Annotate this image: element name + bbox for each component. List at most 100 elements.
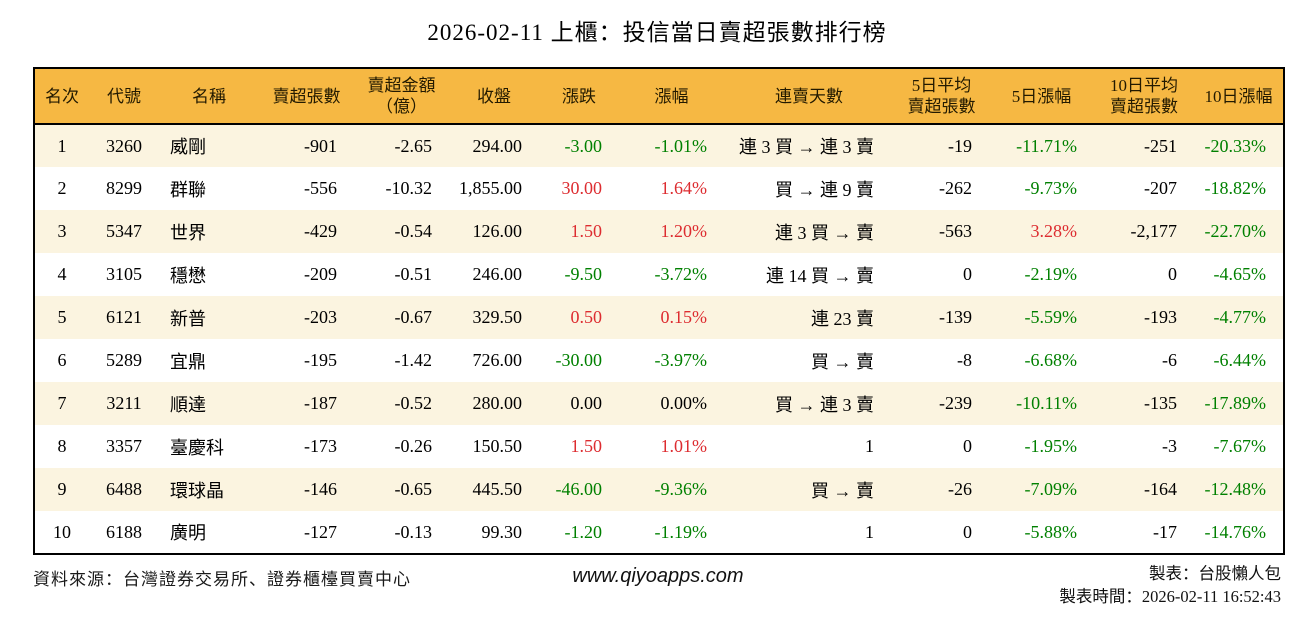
cell-close: 294.00: [472, 135, 523, 156]
cell-name: 順達: [170, 394, 206, 415]
cell-close: 726.00: [472, 350, 523, 370]
cell-net-sell-volume: -187: [304, 393, 337, 413]
cell-avg5-net-sell: -262: [939, 178, 972, 198]
cell-change-pct: 1.20%: [660, 221, 708, 241]
cell-avg5-net-sell: -26: [948, 479, 972, 499]
cell-pct5: -5.59%: [1024, 307, 1078, 327]
cell-pct10: -4.65%: [1213, 264, 1267, 284]
cell-pct5: -9.73%: [1024, 178, 1078, 198]
cell-rank: 10: [53, 521, 71, 542]
header-pct10: 10日漲幅: [1194, 68, 1284, 125]
cell-rank: 5: [57, 307, 67, 327]
cell-pct10: -4.77%: [1213, 307, 1267, 327]
cell-avg10-net-sell: -17: [1153, 521, 1177, 542]
cell-avg10-net-sell: -193: [1144, 307, 1177, 327]
cell-avg5-net-sell: 0: [963, 264, 972, 284]
cell-change: 30.00: [561, 178, 603, 198]
cell-change: 1.50: [570, 436, 603, 456]
cell-pct10: -17.89%: [1204, 393, 1267, 413]
cell-code: 5347: [106, 221, 142, 241]
cell-close: 280.00: [472, 393, 523, 413]
cell-change-pct: -1.01%: [654, 135, 708, 156]
cell-change: 1.50: [570, 221, 603, 241]
cell-rank: 1: [57, 135, 67, 156]
header-close: 收盤: [449, 68, 539, 125]
table-header-row: 名次 代號 名稱 賣超張數 賣超金額 （億） 收盤 漲跌 漲幅 連賣天數 5日平…: [34, 68, 1284, 125]
cell-close: 246.00: [472, 264, 523, 284]
table-row: 10 6188 廣明 -127 -0.13 99.30 -1.20 -1.19% 1 0 -5.88…: [34, 511, 1284, 554]
header-net-sell-amount: 賣超金額 （億）: [354, 68, 449, 125]
cell-net-sell-amount: -0.54: [394, 221, 433, 241]
cell-pct5: -5.88%: [1024, 521, 1078, 542]
cell-net-sell-volume: -203: [304, 307, 337, 327]
cell-change-pct: 1.64%: [660, 178, 708, 198]
cell-change: -46.00: [555, 479, 603, 499]
table-row: 4 3105 穩懋 -209 -0.51 246.00 -9.50 -3.72% 連 14 買 …: [34, 253, 1284, 296]
cell-pct10: -18.82%: [1204, 178, 1267, 198]
cell-change: 0.50: [570, 307, 603, 327]
table-row: 6 5289 宜鼎 -195 -1.42 726.00 -30.00 -3.97% 買 → 賣 -…: [34, 339, 1284, 382]
table-row: 7 3211 順達 -187 -0.52 280.00 0.00 0.00% 買 → 連 3 賣…: [34, 382, 1284, 425]
credit-block: 製表：台股懶人包 製表時間：2026-02-11 16:52:43: [1059, 562, 1281, 608]
cell-code: 3105: [106, 264, 142, 284]
cell-change: -9.50: [564, 264, 603, 284]
cell-code: 3260: [106, 135, 142, 156]
cell-sell-streak: 連 14 買 → 賣: [766, 265, 874, 286]
cell-avg10-net-sell: 0: [1168, 264, 1177, 284]
cell-sell-streak: 1: [865, 436, 874, 456]
cell-net-sell-amount: -1.42: [394, 350, 433, 370]
cell-net-sell-amount: -0.26: [394, 436, 433, 456]
cell-sell-streak: 買 → 賣: [811, 351, 874, 372]
credit-author: 製表：台股懶人包: [1149, 564, 1281, 583]
table-body: 1 3260 威剛 -901 -2.65 294.00 -3.00 -1.01% 連 3 買 →…: [34, 124, 1284, 554]
cell-code: 5289: [106, 350, 142, 370]
cell-change-pct: 0.00%: [660, 393, 708, 413]
cell-name: 世界: [170, 222, 206, 243]
cell-code: 6488: [106, 479, 142, 499]
cell-avg5-net-sell: -563: [939, 221, 972, 241]
header-change-pct: 漲幅: [619, 68, 724, 125]
credit-timestamp: 製表時間：2026-02-11 16:52:43: [1059, 587, 1281, 606]
cell-avg10-net-sell: -135: [1144, 393, 1177, 413]
cell-name: 穩懋: [170, 265, 206, 286]
cell-name: 宜鼎: [170, 351, 206, 372]
cell-net-sell-volume: -429: [304, 221, 337, 241]
cell-sell-streak: 1: [865, 521, 874, 542]
header-sell-streak: 連賣天數: [724, 68, 894, 125]
cell-code: 6188: [106, 521, 142, 542]
cell-pct5: 3.28%: [1030, 221, 1078, 241]
cell-pct10: -12.48%: [1204, 479, 1267, 499]
cell-change: 0.00: [570, 393, 603, 413]
cell-rank: 7: [57, 393, 67, 413]
header-avg5-net-sell: 5日平均 賣超張數: [894, 68, 989, 125]
cell-pct5: -10.11%: [1016, 393, 1077, 413]
cell-pct10: -22.70%: [1204, 221, 1267, 241]
cell-net-sell-volume: -195: [304, 350, 337, 370]
table-header: 名次 代號 名稱 賣超張數 賣超金額 （億） 收盤 漲跌 漲幅 連賣天數 5日平…: [34, 68, 1284, 125]
cell-sell-streak: 買 → 連 3 賣: [775, 394, 874, 415]
cell-net-sell-amount: -0.51: [394, 264, 433, 284]
page-title: 2026-02-11 上櫃：投信當日賣超張數排行榜: [427, 20, 887, 45]
cell-avg10-net-sell: -3: [1162, 436, 1177, 456]
header-code: 代號: [89, 68, 159, 125]
cell-change-pct: -3.72%: [654, 264, 708, 284]
cell-name: 新普: [170, 308, 206, 329]
cell-change: -3.00: [564, 135, 603, 156]
cell-pct10: -6.44%: [1213, 350, 1267, 370]
data-source-note: 資料來源：台灣證券交易所、證券櫃檯買賣中心: [33, 570, 411, 589]
cell-avg5-net-sell: -139: [939, 307, 972, 327]
cell-pct10: -7.67%: [1213, 436, 1267, 456]
cell-avg10-net-sell: -207: [1144, 178, 1177, 198]
cell-rank: 4: [57, 264, 67, 284]
cell-pct5: -1.95%: [1024, 436, 1078, 456]
cell-net-sell-amount: -10.32: [385, 178, 433, 198]
cell-avg5-net-sell: -239: [939, 393, 972, 413]
cell-name: 廣明: [170, 523, 206, 543]
cell-name: 環球晶: [170, 480, 224, 501]
cell-close: 1,855.00: [459, 178, 522, 198]
cell-change-pct: -9.36%: [654, 479, 708, 499]
cell-net-sell-amount: -2.65: [394, 135, 433, 156]
cell-name: 威剛: [170, 137, 206, 157]
cell-close: 150.50: [472, 436, 523, 456]
cell-code: 3211: [106, 393, 142, 413]
